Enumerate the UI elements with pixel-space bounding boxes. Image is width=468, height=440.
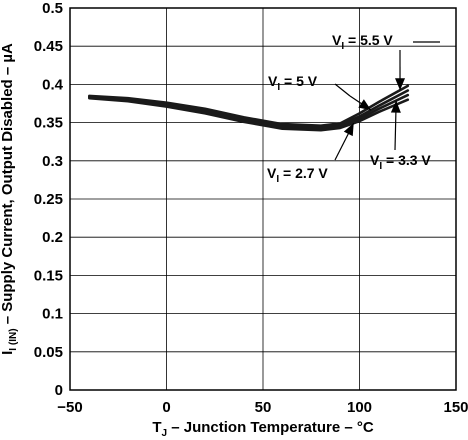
annotation-arrowhead [343,123,354,137]
y-tick-label: 0.4 [42,76,64,93]
y-tick-label: 0.35 [34,115,63,132]
plot-frame [69,7,457,391]
y-tick-label: 0.15 [34,267,63,284]
y-tick-label: 0.3 [42,153,63,170]
y-tick-label: 0.5 [42,0,63,17]
annotation-arrowhead [390,100,401,113]
annotation-layer: VI = 5.5 V VI = 5 V VI = 3.3 V VI = 2.7 V [267,32,440,185]
series-line-3 [88,96,410,132]
series-layer [88,84,410,132]
x-axis-label: TJ – Junction Temperature – °C [152,419,374,439]
annotation-arrowhead [358,99,372,111]
y-tick-label: 0.2 [42,229,63,246]
x-tick-label: 150 [443,399,468,416]
x-tick-label: 100 [347,399,372,416]
series-line-2 [88,93,410,130]
x-tick-labels: −50 0 50 100 150 [57,399,468,416]
y-axis-label: II (IN) – Supply Current, Output Disable… [0,43,19,355]
annotation-arrowhead [395,78,406,91]
annotation-leader [334,83,351,97]
x-tick-label: −50 [57,399,82,416]
y-tick-label: 0.25 [34,191,63,208]
series-annotation-3: VI = 2.7 V [267,165,328,185]
series-annotation-2: VI = 3.3 V [370,152,431,172]
grid [69,7,457,391]
y-tick-label: 0.1 [42,306,63,323]
y-tick-labels: 0 0.05 0.1 0.15 0.2 0.25 0.3 0.35 0.4 0.45 0.5 [34,0,64,399]
x-tick-label: 0 [162,399,170,416]
y-tick-label: 0 [55,382,63,399]
x-tick-label: 50 [255,399,272,416]
y-tick-label: 0.05 [34,344,63,361]
series-annotation-0: VI = 5.5 V [332,32,393,52]
y-tick-label: 0.45 [34,38,63,55]
series-annotation-1: VI = 5 V [268,73,318,93]
